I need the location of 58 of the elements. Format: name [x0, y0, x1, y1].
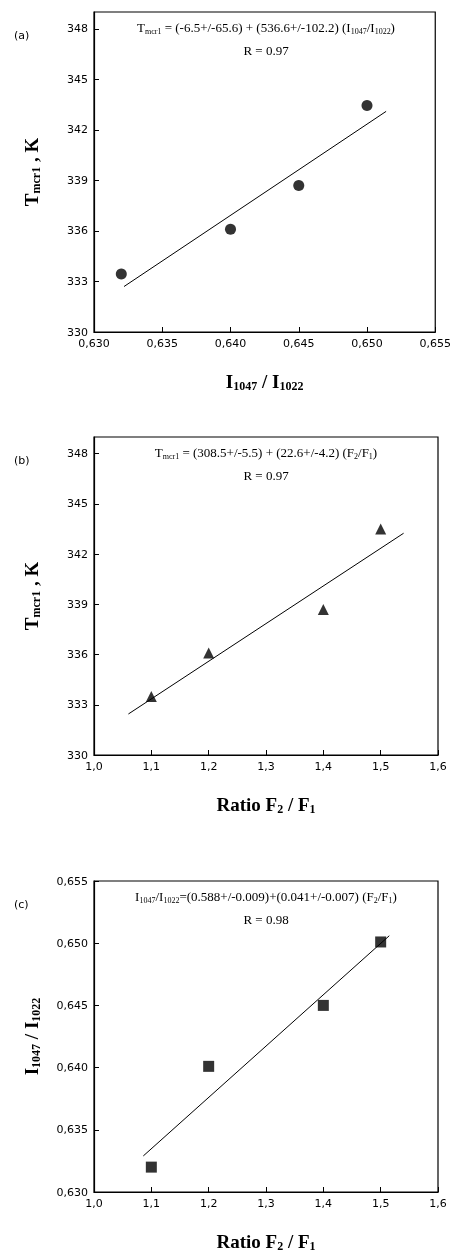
text: (a) [14, 29, 30, 42]
y-tick-label: 345 [67, 72, 88, 86]
y-axis-title: I1047 / I1022 [20, 997, 43, 1076]
point [225, 223, 236, 235]
x-tick-label: 1,5 [371, 760, 390, 773]
y-tick-label: 333 [67, 698, 88, 712]
x-tick-label: 1,3 [257, 760, 275, 773]
x-tick-label: 1,6 [429, 760, 447, 773]
x-tick-label: 0,630 [78, 337, 110, 350]
annotation: R = 0.97 [243, 468, 290, 483]
x-tick-label: 0,645 [283, 337, 315, 350]
point [115, 268, 127, 280]
x-tick-label: 0,655 [419, 337, 451, 350]
y-tick-label: 339 [67, 173, 88, 187]
x-tick-label: 0,635 [146, 337, 178, 350]
y-axis-title: Tmcr1 , K [20, 137, 43, 207]
point [317, 603, 329, 615]
y-tick-label: 330 [67, 748, 88, 762]
point [361, 99, 373, 111]
x-tick-label: 1,1 [142, 1197, 161, 1210]
point [293, 179, 305, 191]
y-tick-label: 330 [67, 325, 88, 339]
y-tick-label: 0,635 [56, 1123, 88, 1137]
point [375, 523, 387, 535]
y-tick-label: 0,645 [56, 998, 88, 1012]
y-tick-label: 0,630 [56, 1185, 88, 1199]
x-tick-label: 1,2 [199, 760, 218, 773]
annotation: R = 0.97 [243, 43, 290, 58]
x-tick-label: 1,5 [371, 1197, 390, 1210]
y-tick-label: 342 [67, 547, 88, 561]
x-tick-label: 1,0 [85, 1197, 103, 1210]
point [145, 1161, 157, 1173]
x-tick-label: 1,0 [85, 760, 103, 773]
point [317, 999, 329, 1011]
x-tick-label: 1,4 [314, 1197, 333, 1210]
y-tick-label: 339 [67, 597, 88, 611]
y-tick-label: 336 [67, 224, 88, 238]
text: (c) [14, 898, 29, 911]
y-tick-label: 0,640 [56, 1061, 88, 1075]
y-tick-label: 0,655 [56, 874, 88, 888]
y-tick-label: 345 [67, 497, 88, 511]
x-tick-label: 1,6 [429, 1197, 447, 1210]
y-axis-title: Tmcr1 , K [20, 561, 43, 631]
y-tick-label: 333 [67, 274, 88, 288]
x-tick-label: 0,640 [214, 337, 247, 350]
x-tick-label: 1,3 [257, 1197, 275, 1210]
y-tick-label: 342 [67, 123, 88, 137]
y-tick-label: 0,650 [56, 936, 88, 950]
y-tick-label: 348 [67, 22, 88, 36]
point [203, 1060, 215, 1072]
x-tick-label: 1,2 [199, 1197, 218, 1210]
y-tick-label: 336 [67, 648, 88, 662]
x-tick-label: 1,4 [314, 760, 333, 773]
x-tick-label: 1,1 [142, 760, 161, 773]
y-tick-label: 348 [67, 447, 88, 461]
annotation: R = 0.98 [243, 912, 289, 927]
text: (b) [14, 454, 30, 467]
x-tick-label: 0,650 [351, 337, 383, 350]
